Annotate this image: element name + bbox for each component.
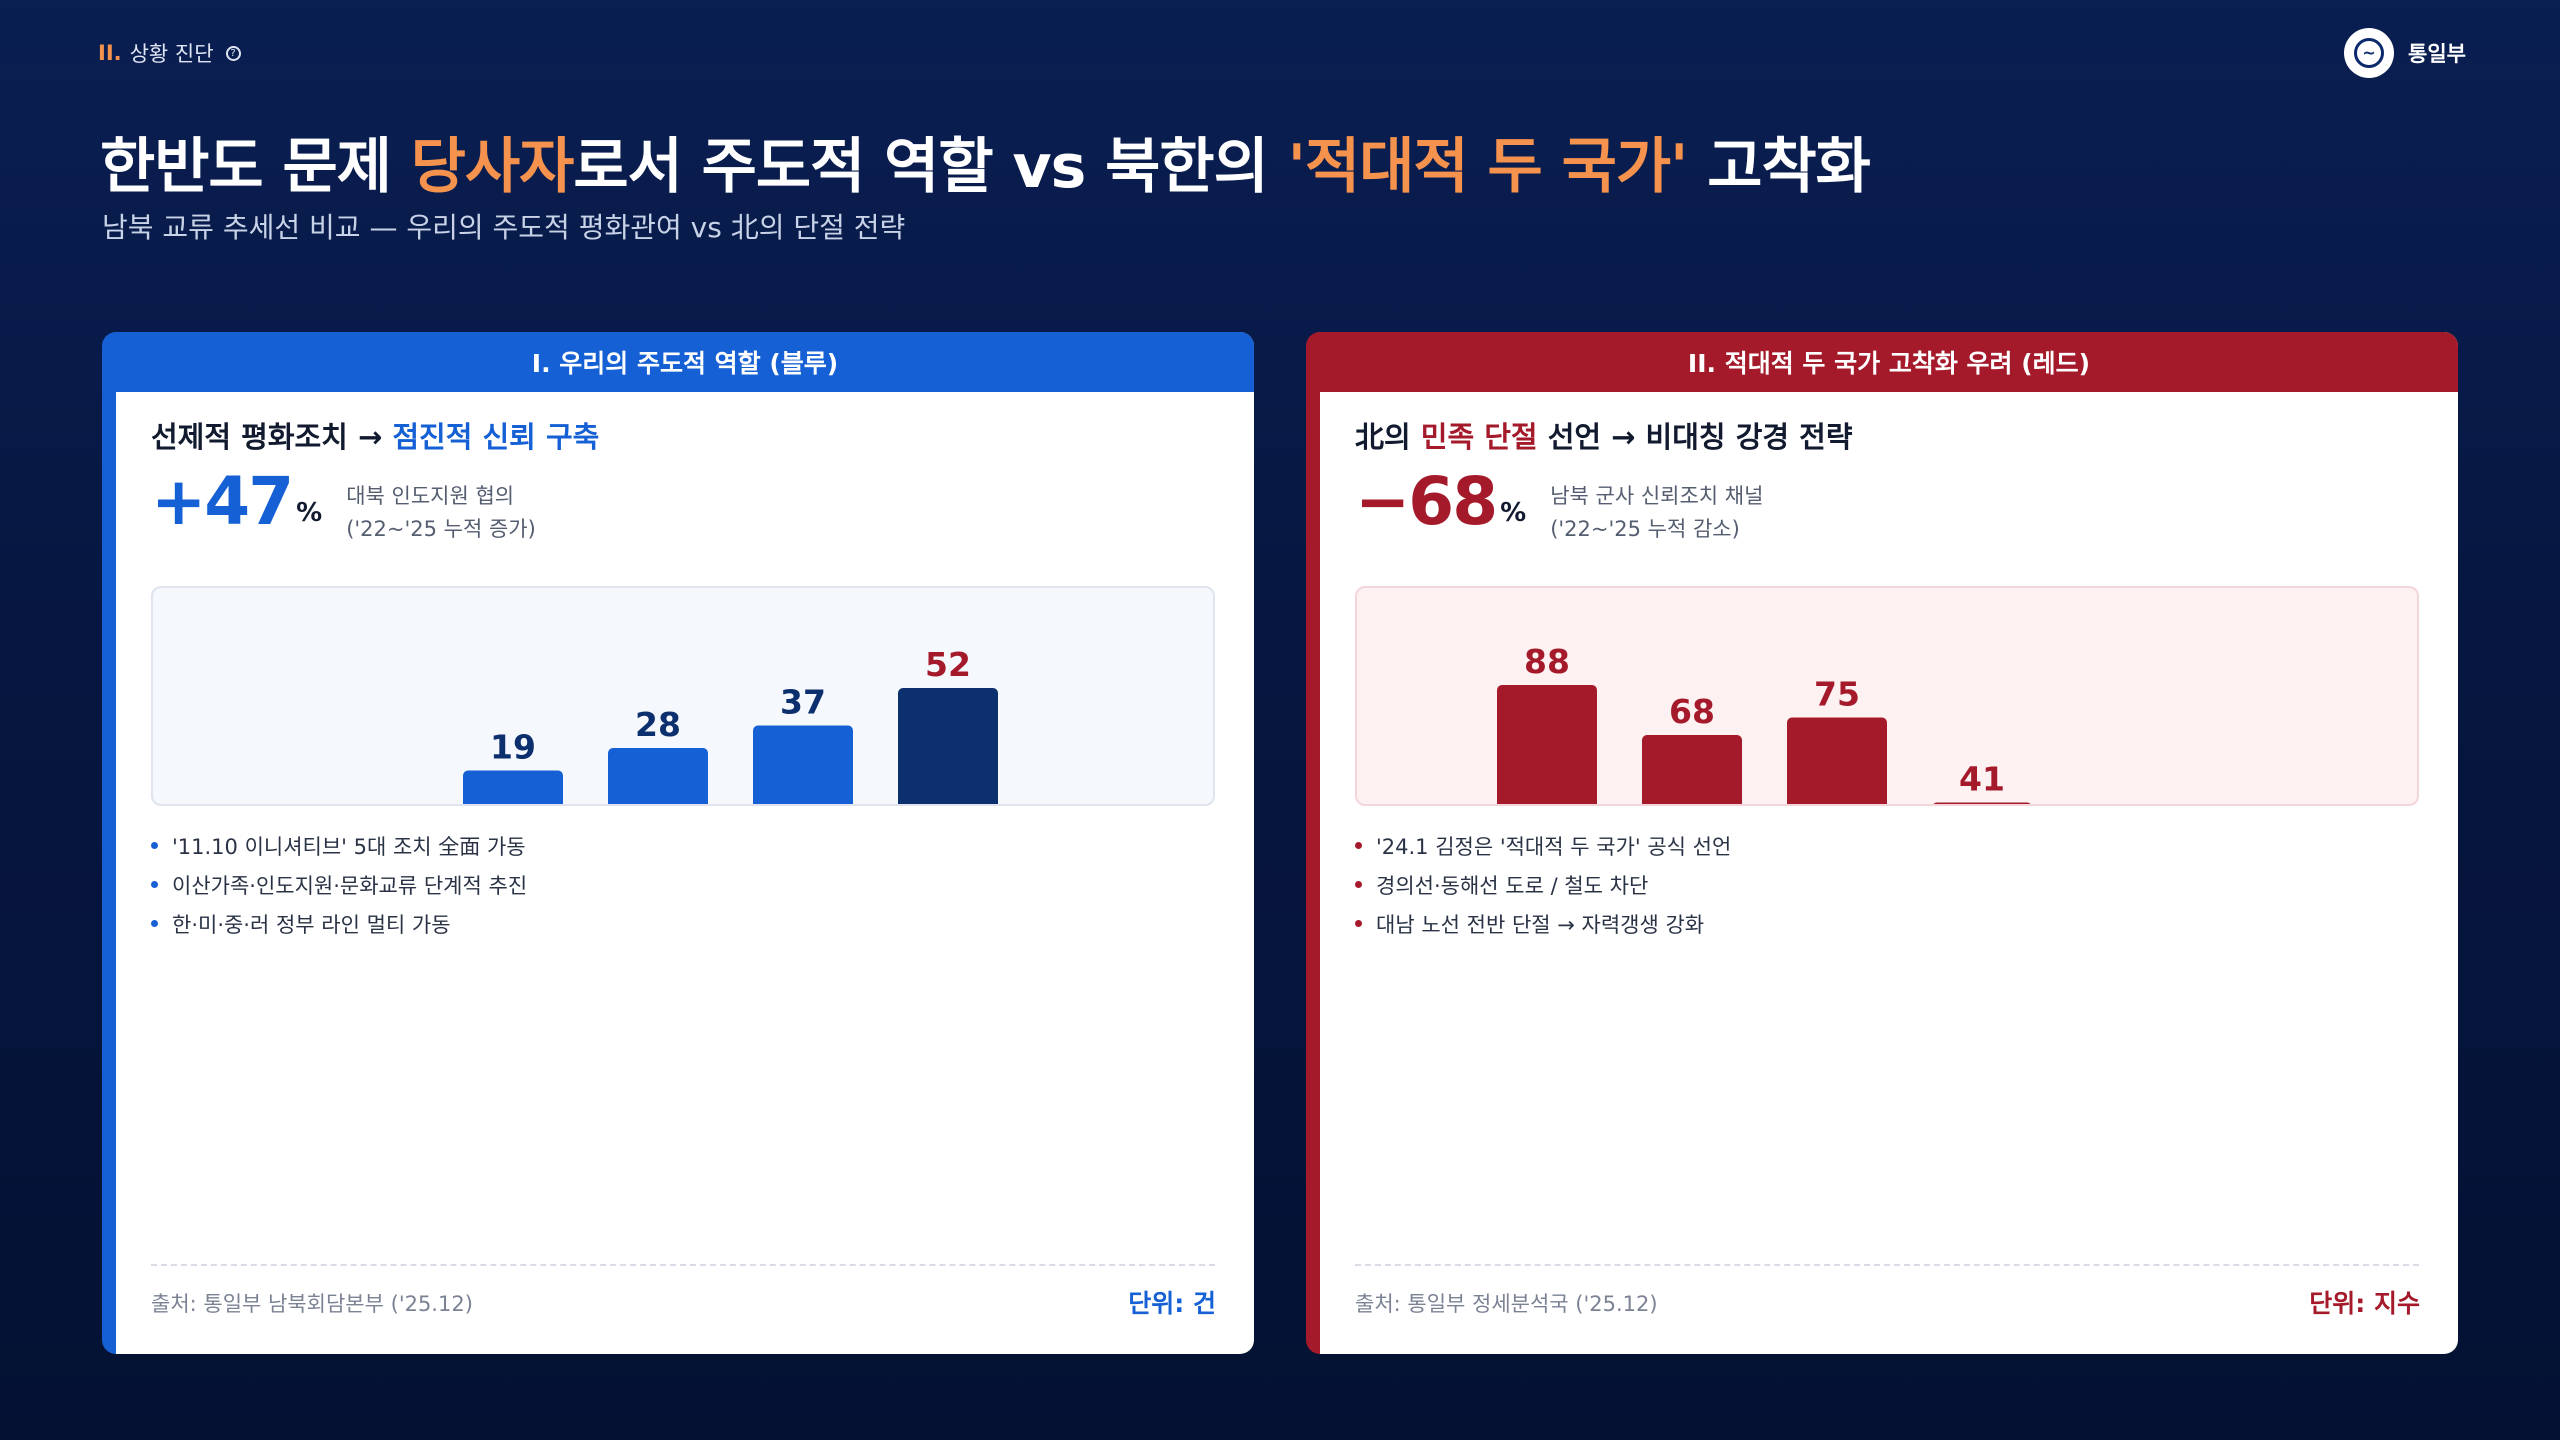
- right-bar-3: [1933, 802, 2031, 804]
- right-bar-value-label-0: 88: [1524, 642, 1570, 681]
- left-bullet-text: '11.10 이니셔티브' 5대 조치 全面 가동: [172, 834, 526, 859]
- left-kpi-value: +47: [151, 463, 294, 540]
- bullet-dot-icon: [1355, 881, 1362, 888]
- right-card-header: II. 적대적 두 국가 고착화 우려 (레드): [1320, 332, 2458, 392]
- right-bar-2: [1787, 717, 1887, 804]
- left-card-title: 선제적 평화조치 → 점진적 신뢰 구축: [151, 414, 599, 456]
- right-kpi-description: 남북 군사 신뢰조치 채널 ('22~'25 누적 감소): [1550, 480, 1763, 546]
- list-item: '24.1 김정은 '적대적 두 국가' 공식 선언: [1355, 826, 1731, 865]
- left-bar-chart-svg: 19 28 37 52: [463, 645, 998, 804]
- left-kpi-desc-line-2: ('22~'25 누적 증가): [346, 517, 536, 541]
- right-bar-value-label-3: 41: [1959, 760, 2005, 799]
- left-kpi-unit: %: [296, 498, 323, 528]
- left-unit-label: 단위: 건: [1128, 1289, 1216, 1318]
- right-card-title: 北의 민족 단절 선언 → 비대칭 강경 전략: [1355, 414, 1853, 456]
- list-item: 대남 노선 전반 단절 → 자력갱생 강화: [1355, 904, 1731, 943]
- left-card-header: I. 우리의 주도적 역할 (블루): [116, 332, 1254, 392]
- title-highlight-1: 당사자: [410, 132, 575, 202]
- page-subtitle: 남북 교류 추세선 비교 — 우리의 주도적 평화관여 vs 北의 단절 전략: [102, 211, 906, 244]
- help-circle-icon[interactable]: ?: [225, 45, 241, 61]
- right-kpi-desc-line-1: 남북 군사 신뢰조치 채널: [1550, 484, 1764, 508]
- left-bullet-text: 한·미·중·러 정부 라인 멀티 가동: [172, 912, 451, 937]
- left-bar-0: [463, 770, 563, 804]
- left-bar-value-label-0: 19: [490, 728, 536, 767]
- bullet-dot-icon: [1355, 920, 1362, 927]
- section-label: 상황 진단: [129, 42, 214, 66]
- brand-name: 통일부: [2408, 42, 2466, 66]
- title-part-1: 한반도 문제: [100, 132, 411, 202]
- ministry-logo: ~: [2344, 28, 2395, 78]
- right-title-accent: 민족 단절: [1420, 420, 1538, 454]
- left-title-accent: 점진적 신뢰 구축: [392, 420, 600, 454]
- left-bar-1: [608, 748, 708, 804]
- right-kpi-value: −68: [1355, 463, 1498, 540]
- right-bullet-text: 경의선·동해선 도로 / 철도 차단: [1376, 873, 1649, 898]
- left-kpi-desc-line-1: 대북 인도지원 협의: [346, 484, 515, 508]
- right-chart: 88 68 75 41: [1355, 586, 2419, 806]
- left-bar-3: [898, 688, 998, 804]
- right-footer-divider: [1355, 1264, 2419, 1266]
- right-card: II. 적대적 두 국가 고착화 우려 (레드) 北의 민족 단절 선언 → 비…: [1306, 332, 2458, 1354]
- left-bar-value-label-3: 52: [925, 645, 971, 684]
- bullet-dot-icon: [151, 881, 158, 888]
- right-kpi-desc-line-2: ('22~'25 누적 감소): [1550, 517, 1740, 541]
- left-bar-2: [753, 725, 853, 804]
- left-source: 출처: 통일부 남북회담본부 ('25.12): [151, 1292, 473, 1316]
- left-bullet-text: 이산가족·인도지원·문화교류 단계적 추진: [172, 873, 528, 898]
- title-highlight-2: '적대적 두 국가': [1287, 132, 1689, 202]
- right-bar-1: [1642, 735, 1742, 804]
- title-part-2: 로서 주도적 역할 vs 북한의: [573, 132, 1288, 202]
- left-bar-value-label-2: 37: [780, 683, 826, 722]
- right-bullet-text: 대남 노선 전반 단절 → 자력갱생 강화: [1376, 912, 1705, 937]
- list-item: '11.10 이니셔티브' 5대 조치 全面 가동: [151, 826, 527, 865]
- right-bar-0: [1497, 685, 1597, 804]
- wave-logo-icon: ~: [2354, 38, 2385, 68]
- left-kpi-description: 대북 인도지원 협의 ('22~'25 누적 증가): [346, 480, 536, 546]
- right-bullet-text: '24.1 김정은 '적대적 두 국가' 공식 선언: [1376, 834, 1732, 859]
- brand: ~ 통일부: [2344, 28, 2466, 78]
- top-bar: [0, 0, 2560, 58]
- left-card: I. 우리의 주도적 역할 (블루) 선제적 평화조치 → 점진적 신뢰 구축 …: [102, 332, 1254, 1354]
- right-unit-label: 단위: 지수: [2309, 1289, 2420, 1318]
- list-item: 한·미·중·러 정부 라인 멀티 가동: [151, 904, 527, 943]
- right-title-prefix: 北의: [1355, 420, 1421, 454]
- section-number: II.: [98, 41, 122, 65]
- list-item: 경의선·동해선 도로 / 철도 차단: [1355, 865, 1731, 904]
- left-bullet-list: '11.10 이니셔티브' 5대 조치 全面 가동 이산가족·인도지원·문화교류…: [151, 826, 527, 943]
- right-bar-value-label-1: 68: [1669, 692, 1715, 731]
- bullet-dot-icon: [151, 842, 158, 849]
- right-bar-chart-svg: 88 68 75 41: [1497, 642, 2031, 804]
- bullet-dot-icon: [1355, 842, 1362, 849]
- bullet-dot-icon: [151, 920, 158, 927]
- page-title: 한반도 문제 당사자로서 주도적 역할 vs 북한의 '적대적 두 국가' 고착…: [100, 118, 1871, 205]
- right-kpi-unit: %: [1500, 498, 1527, 528]
- right-source: 출처: 통일부 정세분석국 ('25.12): [1355, 1292, 1658, 1316]
- right-bar-value-label-2: 75: [1814, 675, 1860, 714]
- left-footer-divider: [151, 1264, 1215, 1266]
- left-chart: 19 28 37 52: [151, 586, 1215, 806]
- left-bar-value-label-1: 28: [635, 705, 681, 744]
- left-kpi: +47 % 대북 인도지원 협의 ('22~'25 누적 증가): [151, 462, 536, 546]
- right-kpi: −68 % 남북 군사 신뢰조치 채널 ('22~'25 누적 감소): [1355, 462, 1763, 546]
- right-title-suffix: 선언 → 비대칭 강경 전략: [1537, 420, 1853, 454]
- list-item: 이산가족·인도지원·문화교류 단계적 추진: [151, 865, 527, 904]
- left-title-plain: 선제적 평화조치 →: [151, 420, 393, 454]
- section-tag: II. 상황 진단 ?: [98, 38, 241, 68]
- title-part-3: 고착화: [1687, 132, 1871, 202]
- right-bullet-list: '24.1 김정은 '적대적 두 국가' 공식 선언 경의선·동해선 도로 / …: [1355, 826, 1731, 943]
